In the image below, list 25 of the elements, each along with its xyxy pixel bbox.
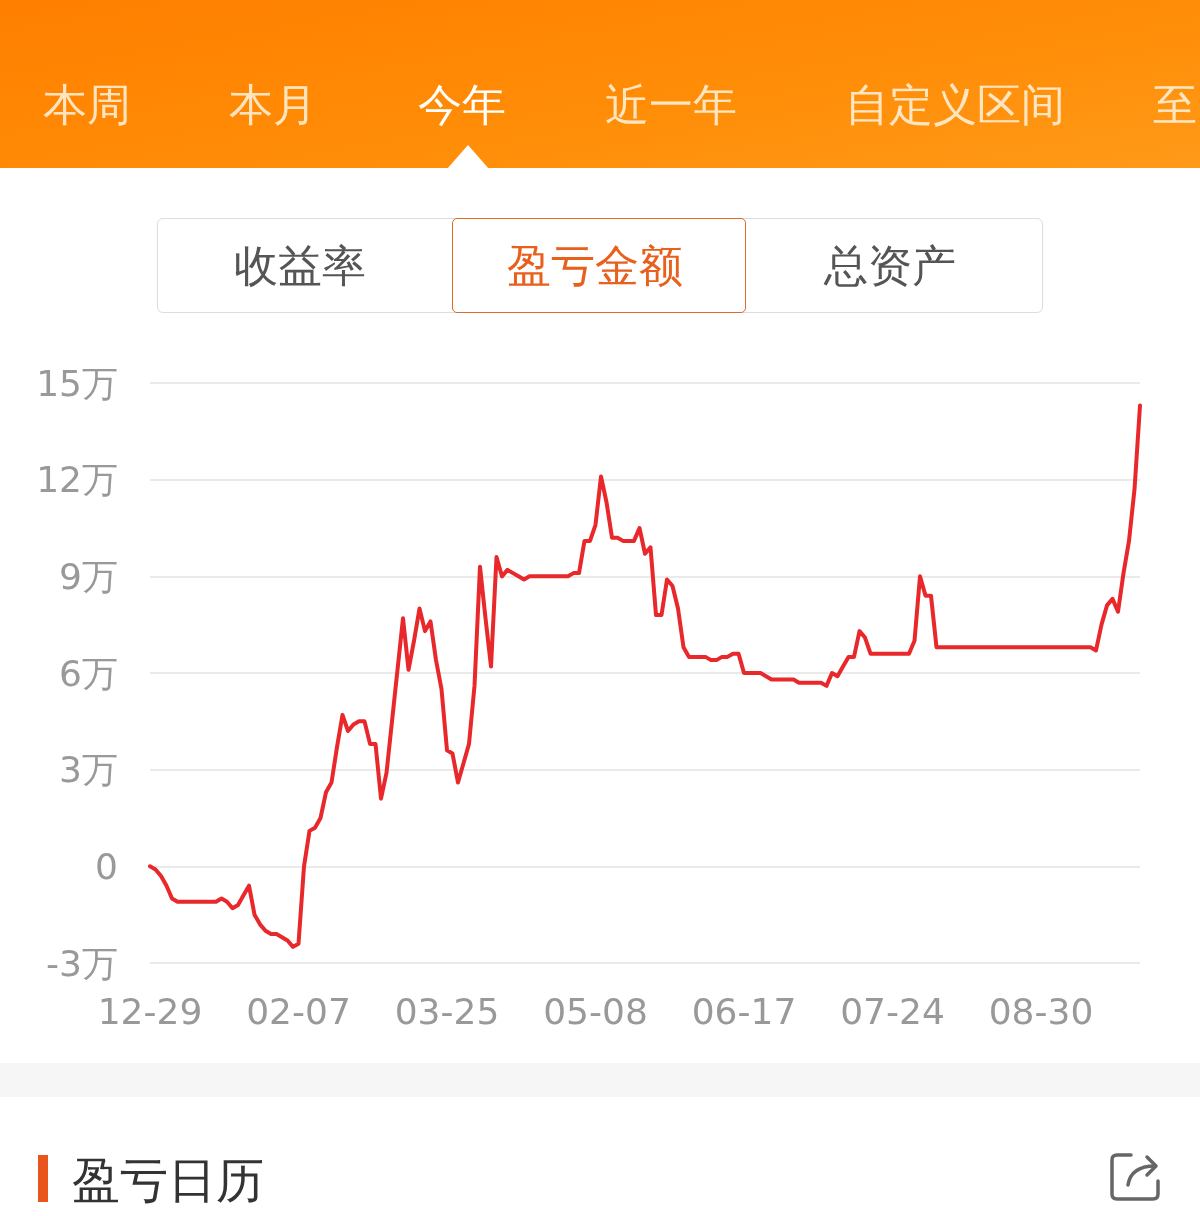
text: 总资产 bbox=[824, 240, 956, 291]
x-tick-label: 06-17 bbox=[691, 990, 797, 1032]
text: 本月 bbox=[229, 79, 317, 130]
y-tick-label: 15万 bbox=[36, 362, 118, 404]
text: 收益率 bbox=[234, 240, 366, 291]
x-tick-label: 03-25 bbox=[394, 990, 500, 1032]
y-tick-label: 0 bbox=[95, 845, 118, 887]
y-tick-label: 9万 bbox=[59, 555, 118, 597]
text: 本周 bbox=[43, 79, 131, 130]
x-tick-label: 08-30 bbox=[988, 990, 1094, 1032]
text: 盈亏金额 bbox=[507, 240, 683, 291]
x-tick-label: 02-07 bbox=[246, 990, 351, 1032]
text: 盈亏日历 bbox=[72, 1152, 264, 1208]
text: 自定义区间 bbox=[845, 79, 1065, 130]
line-series bbox=[148, 403, 1142, 949]
y-tick-label: -3万 bbox=[46, 942, 118, 984]
x-tick-label: 07-24 bbox=[840, 990, 945, 1032]
x-tick-label: 12-29 bbox=[97, 990, 203, 1032]
text: 至 bbox=[1153, 79, 1197, 130]
y-tick-label: 12万 bbox=[36, 459, 118, 501]
text: 近一年 bbox=[605, 79, 737, 130]
x-tick-label: 05-08 bbox=[543, 990, 648, 1032]
text: 今年 bbox=[418, 79, 506, 130]
y-tick-label: 6万 bbox=[59, 652, 118, 694]
y-tick-label: 3万 bbox=[59, 749, 118, 791]
